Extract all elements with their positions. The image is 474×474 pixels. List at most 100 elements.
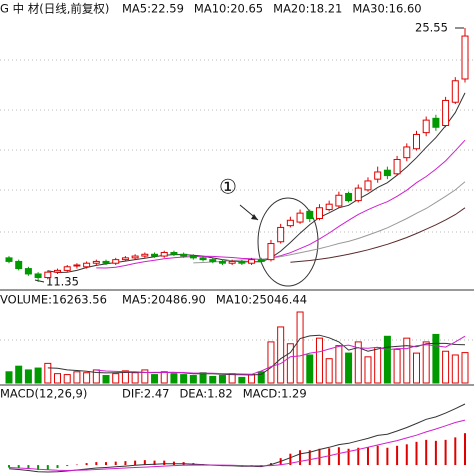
candle-body (5, 257, 13, 262)
candle-body (121, 257, 129, 261)
volume-bar (131, 372, 139, 384)
volume-bar (63, 374, 71, 384)
volume-bar (54, 373, 62, 384)
volume-bar (306, 354, 314, 384)
legend-entry: MA30:16.60 (352, 2, 421, 16)
candle-body (383, 169, 391, 177)
volume-bar (141, 369, 149, 384)
volume-bar (315, 337, 323, 384)
candle-body (412, 133, 420, 150)
candle-body (442, 99, 450, 126)
candle-body (189, 255, 197, 259)
candle-body (218, 260, 226, 264)
candle-body (451, 80, 459, 103)
legend-entry: MA5:22.59 (122, 2, 184, 16)
volume-bar (364, 356, 372, 384)
volume-bar (112, 373, 120, 384)
candle-body (54, 269, 62, 273)
volume-bar (102, 375, 110, 384)
line (47, 334, 466, 376)
candle-body (422, 119, 430, 134)
candle-body (44, 271, 52, 279)
volume-bar (267, 341, 275, 384)
candle-body (112, 259, 120, 264)
candle-body (141, 253, 149, 257)
candle-body (238, 260, 246, 264)
line (47, 92, 466, 274)
candle-body (277, 226, 285, 243)
candle-body (257, 259, 265, 262)
volume-bar (286, 343, 294, 384)
legend-entry: MACD:1.29 (243, 387, 307, 401)
volume-bar (209, 375, 217, 384)
candle-body (228, 260, 236, 264)
volume-bar (432, 333, 440, 384)
annotation-leader (34, 279, 45, 283)
legend-entry: MA20:18.21 (273, 2, 342, 16)
volume-bar (24, 369, 32, 384)
candle-body (335, 194, 343, 207)
volume-bar (374, 347, 382, 384)
panel-title: VOLUME:16263.56 (0, 293, 107, 307)
volume-bar (34, 367, 42, 384)
volume-bar (170, 373, 178, 384)
candle-body (102, 260, 110, 264)
candle-body (160, 251, 168, 257)
chart-title: G 中 材(日线,前复权) (0, 2, 109, 16)
candle-body (306, 210, 314, 220)
annotation: 11.35 (46, 275, 79, 289)
candle-body (403, 146, 411, 159)
volume-bar (461, 352, 469, 384)
volume-bar (257, 371, 265, 384)
volume-bar (442, 350, 450, 384)
candle-body (432, 117, 440, 128)
volume-bar (325, 358, 333, 384)
candle-body (24, 268, 32, 275)
candle-body (345, 192, 353, 202)
candle-body (83, 262, 91, 268)
volume-bar (5, 371, 13, 384)
candle-body (151, 253, 159, 257)
line (193, 181, 466, 264)
volume-bar (121, 370, 129, 384)
line (8, 403, 466, 473)
candle-body (180, 253, 188, 257)
volume-bar (218, 375, 226, 384)
volume-bar (393, 348, 401, 384)
candle-body (170, 251, 178, 255)
candle-body (354, 187, 362, 202)
volume-bar (151, 374, 159, 384)
volume-bar (15, 365, 23, 384)
candle-body (393, 158, 401, 175)
candle-body (15, 260, 23, 270)
legend-entry: DIF:2.47 (122, 387, 169, 401)
candle-body (267, 243, 275, 261)
candle-body (63, 266, 71, 271)
candle-body (248, 259, 256, 264)
legend-entry: DEA:1.82 (179, 387, 232, 401)
legend-entry: MA10:25046.44 (216, 293, 307, 307)
line (96, 335, 466, 375)
volume-bar (160, 371, 168, 384)
annotation: ① (219, 175, 237, 199)
volume-bar (83, 372, 91, 384)
volume-bar (189, 375, 197, 384)
volume-bar (44, 362, 52, 384)
candle-body (286, 219, 294, 227)
line (96, 139, 466, 269)
volume-bar (199, 372, 207, 384)
annotation: 25.55 (415, 21, 448, 35)
volume-bar (238, 376, 246, 384)
line (8, 419, 466, 472)
candle-body (92, 260, 100, 264)
legend-entry: MA10:20.65 (194, 2, 263, 16)
volume-bar (345, 352, 353, 384)
candle-body (374, 171, 382, 180)
candle-body (199, 257, 207, 261)
legend-entry: MA5:20486.90 (122, 293, 206, 307)
volume-bar (403, 337, 411, 384)
candle-body (131, 255, 139, 259)
arrow-head (251, 214, 258, 220)
candle-body (325, 203, 333, 211)
volume-bar (296, 311, 304, 384)
